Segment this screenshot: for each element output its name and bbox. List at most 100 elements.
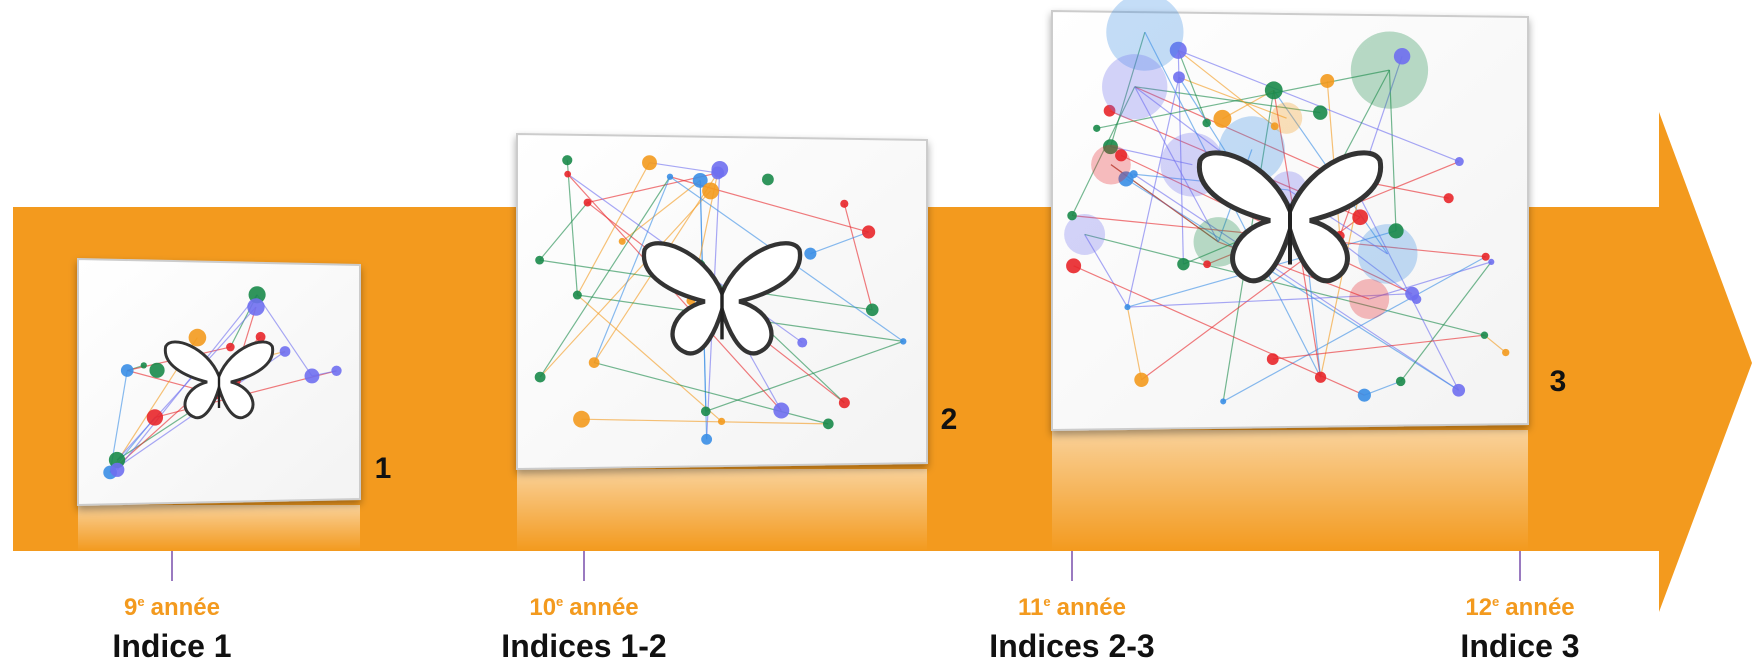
reflection [1052,430,1528,551]
reflection [517,469,927,551]
node [822,418,834,430]
edge [1388,70,1397,231]
year-label: 9e année [124,594,220,621]
edge [539,176,671,378]
edge [1084,233,1485,336]
edge [649,162,718,174]
edge [1125,178,1459,391]
year-word: année [569,594,638,621]
node [1264,81,1283,100]
edge [593,362,829,425]
edge [1126,306,1143,380]
year-number: 9 [124,594,137,621]
year-label: 11e année [1018,594,1126,621]
node [562,155,573,166]
edge [1177,50,1184,265]
node [1454,157,1464,167]
node [564,170,572,178]
panels: 1 2 3 [77,0,1567,551]
edge [810,231,869,255]
node [1405,286,1420,301]
node [761,173,774,186]
year-suffix: e [137,594,144,609]
edge [1134,86,1219,243]
node [331,365,342,376]
node [838,397,850,409]
node [1452,383,1466,397]
node [1488,258,1495,265]
node [1203,260,1211,269]
year-word: année [151,594,220,621]
node [773,402,790,419]
panel-number: 2 [941,403,958,436]
node [1395,376,1406,387]
node [1357,224,1418,284]
node [1266,353,1279,365]
node [1320,73,1335,88]
edge [593,176,671,363]
edge [1178,76,1287,119]
year-word: année [1057,594,1126,621]
year-number: 11 [1018,594,1043,621]
edge [1484,334,1507,353]
node [1064,213,1106,255]
year-suffix: e [1492,594,1499,609]
year-number: 10 [529,594,556,621]
edge [1084,234,1128,308]
node [701,433,713,445]
index-label: Indices 1-2 [501,628,666,664]
node [1349,279,1390,320]
edge [1364,56,1403,167]
node [1314,371,1327,383]
edge [1127,293,1413,308]
index-label: Indice 3 [1460,628,1579,664]
reflection [78,505,360,551]
node [700,406,711,417]
edge [1110,146,1193,166]
edge [116,306,257,461]
node [1124,304,1131,311]
node [1106,0,1184,71]
panel: 2 [516,132,958,551]
node [1270,122,1279,131]
node [146,409,164,426]
node [1169,41,1187,59]
edge [1126,77,1180,308]
node [1388,223,1404,239]
index-label: Indices 2-3 [989,628,1154,664]
year-label: 10e année [529,594,638,621]
node [642,155,657,171]
node [1134,372,1149,387]
panel: 1 [77,257,392,551]
node [1502,348,1510,357]
node [255,331,266,342]
edge [705,340,904,412]
node [120,364,134,377]
node [900,338,907,345]
node [1213,109,1232,128]
node [535,255,544,265]
year-label: 12e année [1465,594,1574,621]
node [840,199,849,208]
node [1066,258,1082,274]
node [702,182,720,200]
node [572,290,582,300]
node [1093,124,1101,132]
edge [1109,31,1146,147]
edge [576,294,722,422]
node [247,298,265,316]
node [1350,31,1429,109]
node [573,410,590,428]
edge [1177,50,1208,124]
panel-number: 3 [1550,365,1567,398]
node [1220,398,1227,405]
edge [1272,334,1485,360]
edge [539,190,712,378]
panel-number: 1 [375,452,392,485]
node [1357,388,1371,402]
node [1115,149,1128,162]
node [226,342,235,352]
node [862,225,876,239]
node [1103,139,1118,155]
